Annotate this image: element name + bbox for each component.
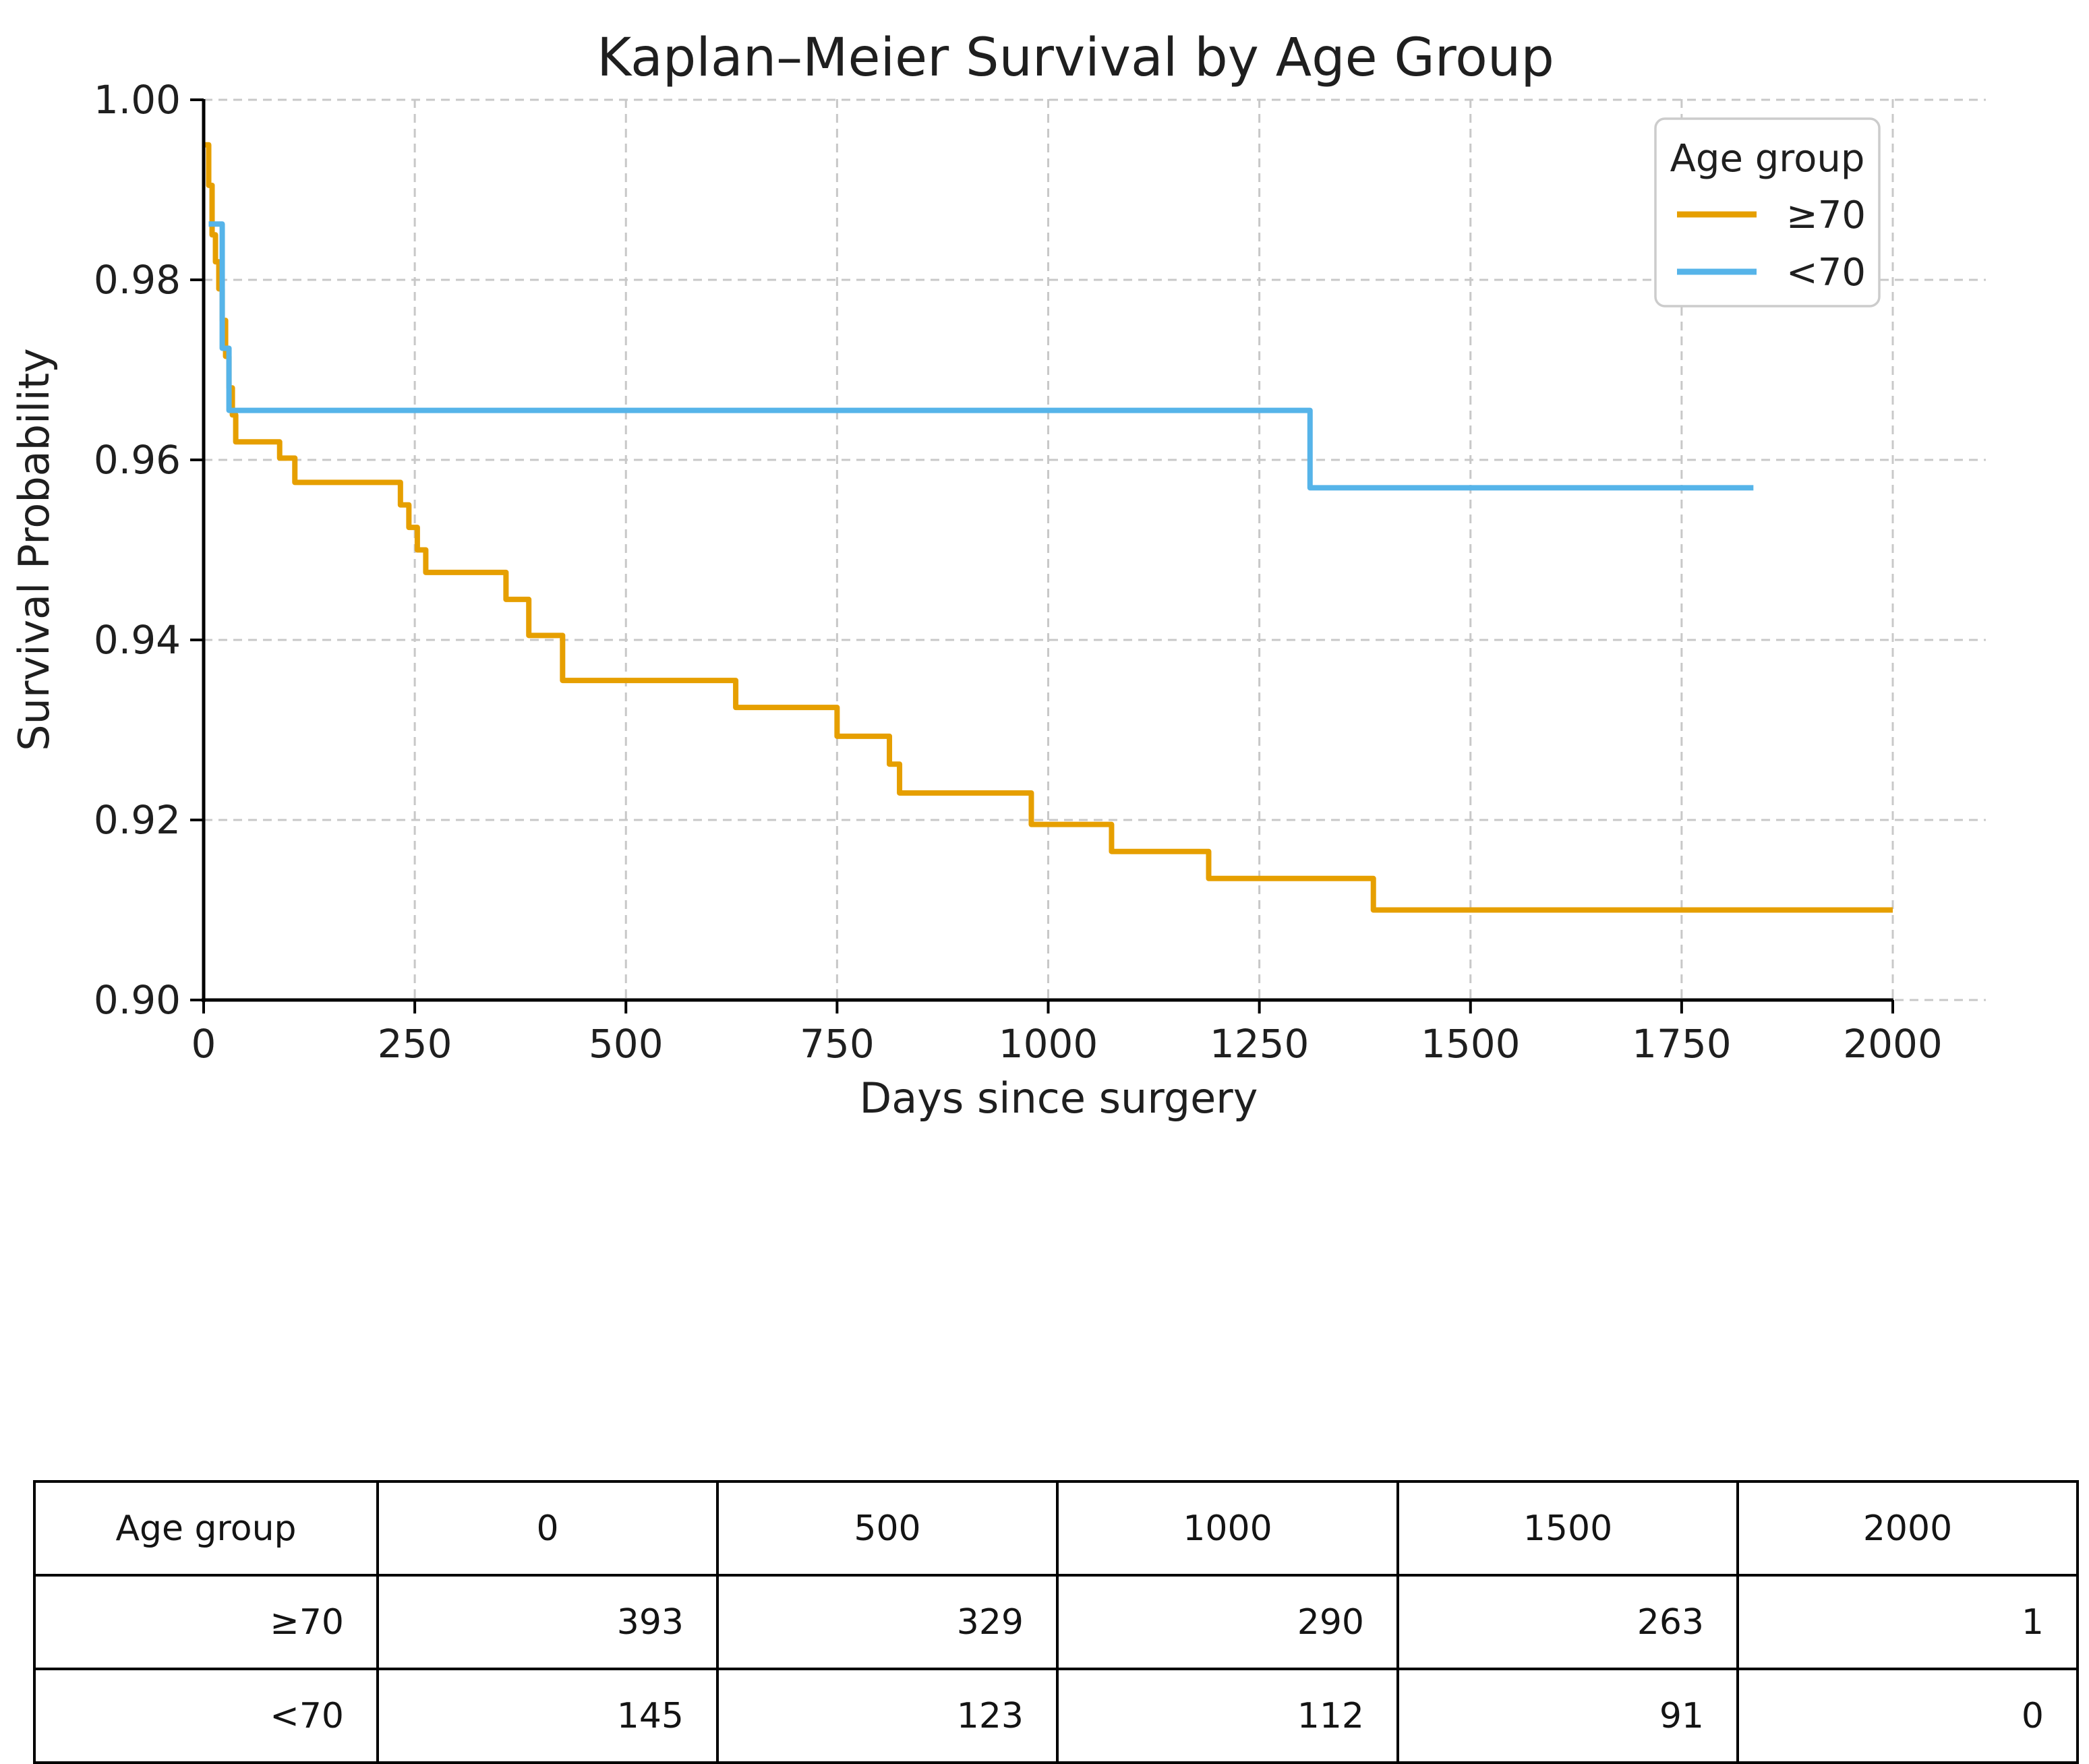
axis-layer: 0 250 500 750 1000 1250 1500 1750 2000 1.00 0.98 0.… [94, 77, 1943, 1067]
x-axis-label: Days since surgery [860, 1074, 1258, 1123]
y-tick-label-1: 1.00 [94, 77, 181, 123]
risk-table-header-row: Age group 0 500 1000 1500 2000 [33, 1480, 2079, 1577]
x-tick-label-250: 250 [378, 1021, 452, 1067]
x-tick-label-0: 0 [192, 1021, 216, 1067]
risk-cell: ≥70 [33, 1574, 379, 1670]
risk-cell: 91 [1396, 1668, 1739, 1764]
legend-box [1654, 117, 1881, 307]
legend-title: Age group [1670, 137, 1865, 181]
chart-title: Kaplan–Meier Survival by Age Group [597, 28, 1554, 88]
risk-cell: 263 [1396, 1574, 1739, 1670]
x-tick-label-2000: 2000 [1843, 1021, 1943, 1067]
curve-lt70 [208, 221, 1754, 491]
x-tick-label-1250: 1250 [1210, 1021, 1310, 1067]
risk-cell: 1 [1736, 1574, 2079, 1670]
legend-label-0: ≥70 [1786, 194, 1866, 237]
risk-cell: 393 [376, 1574, 719, 1670]
risk-header-cell: Age group [33, 1480, 379, 1577]
legend: Age group ≥70 <70 [1654, 117, 1881, 307]
risk-cell: 145 [376, 1668, 719, 1764]
curve-layer [205, 142, 1893, 913]
risk-table-grid: Age group 0 500 1000 1500 2000 ≥70 393 329 290 263… [33, 1480, 2079, 1764]
risk-table-row-1: <70 145 123 112 91 0 [33, 1668, 2079, 1764]
risk-cell: 112 [1056, 1668, 1399, 1764]
risk-header-cell: 0 [376, 1480, 719, 1577]
risk-header-cell: 500 [716, 1480, 1059, 1577]
x-tick-label-1500: 1500 [1421, 1021, 1521, 1067]
risk-header-cell: 1000 [1056, 1480, 1399, 1577]
risk-cell: 329 [716, 1574, 1059, 1670]
y-tick-label-0.98: 0.98 [94, 257, 181, 303]
risk-table-row-0: ≥70 393 329 290 263 1 [33, 1574, 2079, 1670]
x-tick-label-1000: 1000 [999, 1021, 1098, 1067]
y-tick-label-0.94: 0.94 [94, 617, 181, 663]
risk-cell: 0 [1736, 1668, 2079, 1764]
curve-ge70 [205, 142, 1893, 913]
risk-cell: 123 [716, 1668, 1059, 1764]
risk-cell: 290 [1056, 1574, 1399, 1670]
risk-table: Age group 0 500 1000 1500 2000 ≥70 393 329 290 263… [33, 1480, 2079, 1764]
risk-cell: <70 [33, 1668, 379, 1764]
x-tick-label-500: 500 [589, 1021, 664, 1067]
km-chart: 0 250 500 750 1000 1250 1500 1750 2000 1.00 0.98 0.… [9, 28, 1986, 1123]
y-tick-label-0.9: 0.90 [94, 977, 181, 1023]
y-tick-label-0.96: 0.96 [94, 437, 181, 483]
x-tick-label-1750: 1750 [1632, 1021, 1732, 1067]
x-tick-label-750: 750 [800, 1021, 875, 1067]
legend-label-1: <70 [1786, 251, 1866, 295]
y-tick-label-0.92: 0.92 [94, 797, 181, 843]
risk-header-cell: 2000 [1736, 1480, 2079, 1577]
risk-header-cell: 1500 [1396, 1480, 1739, 1577]
y-axis-label: Survival Probability [9, 348, 59, 751]
